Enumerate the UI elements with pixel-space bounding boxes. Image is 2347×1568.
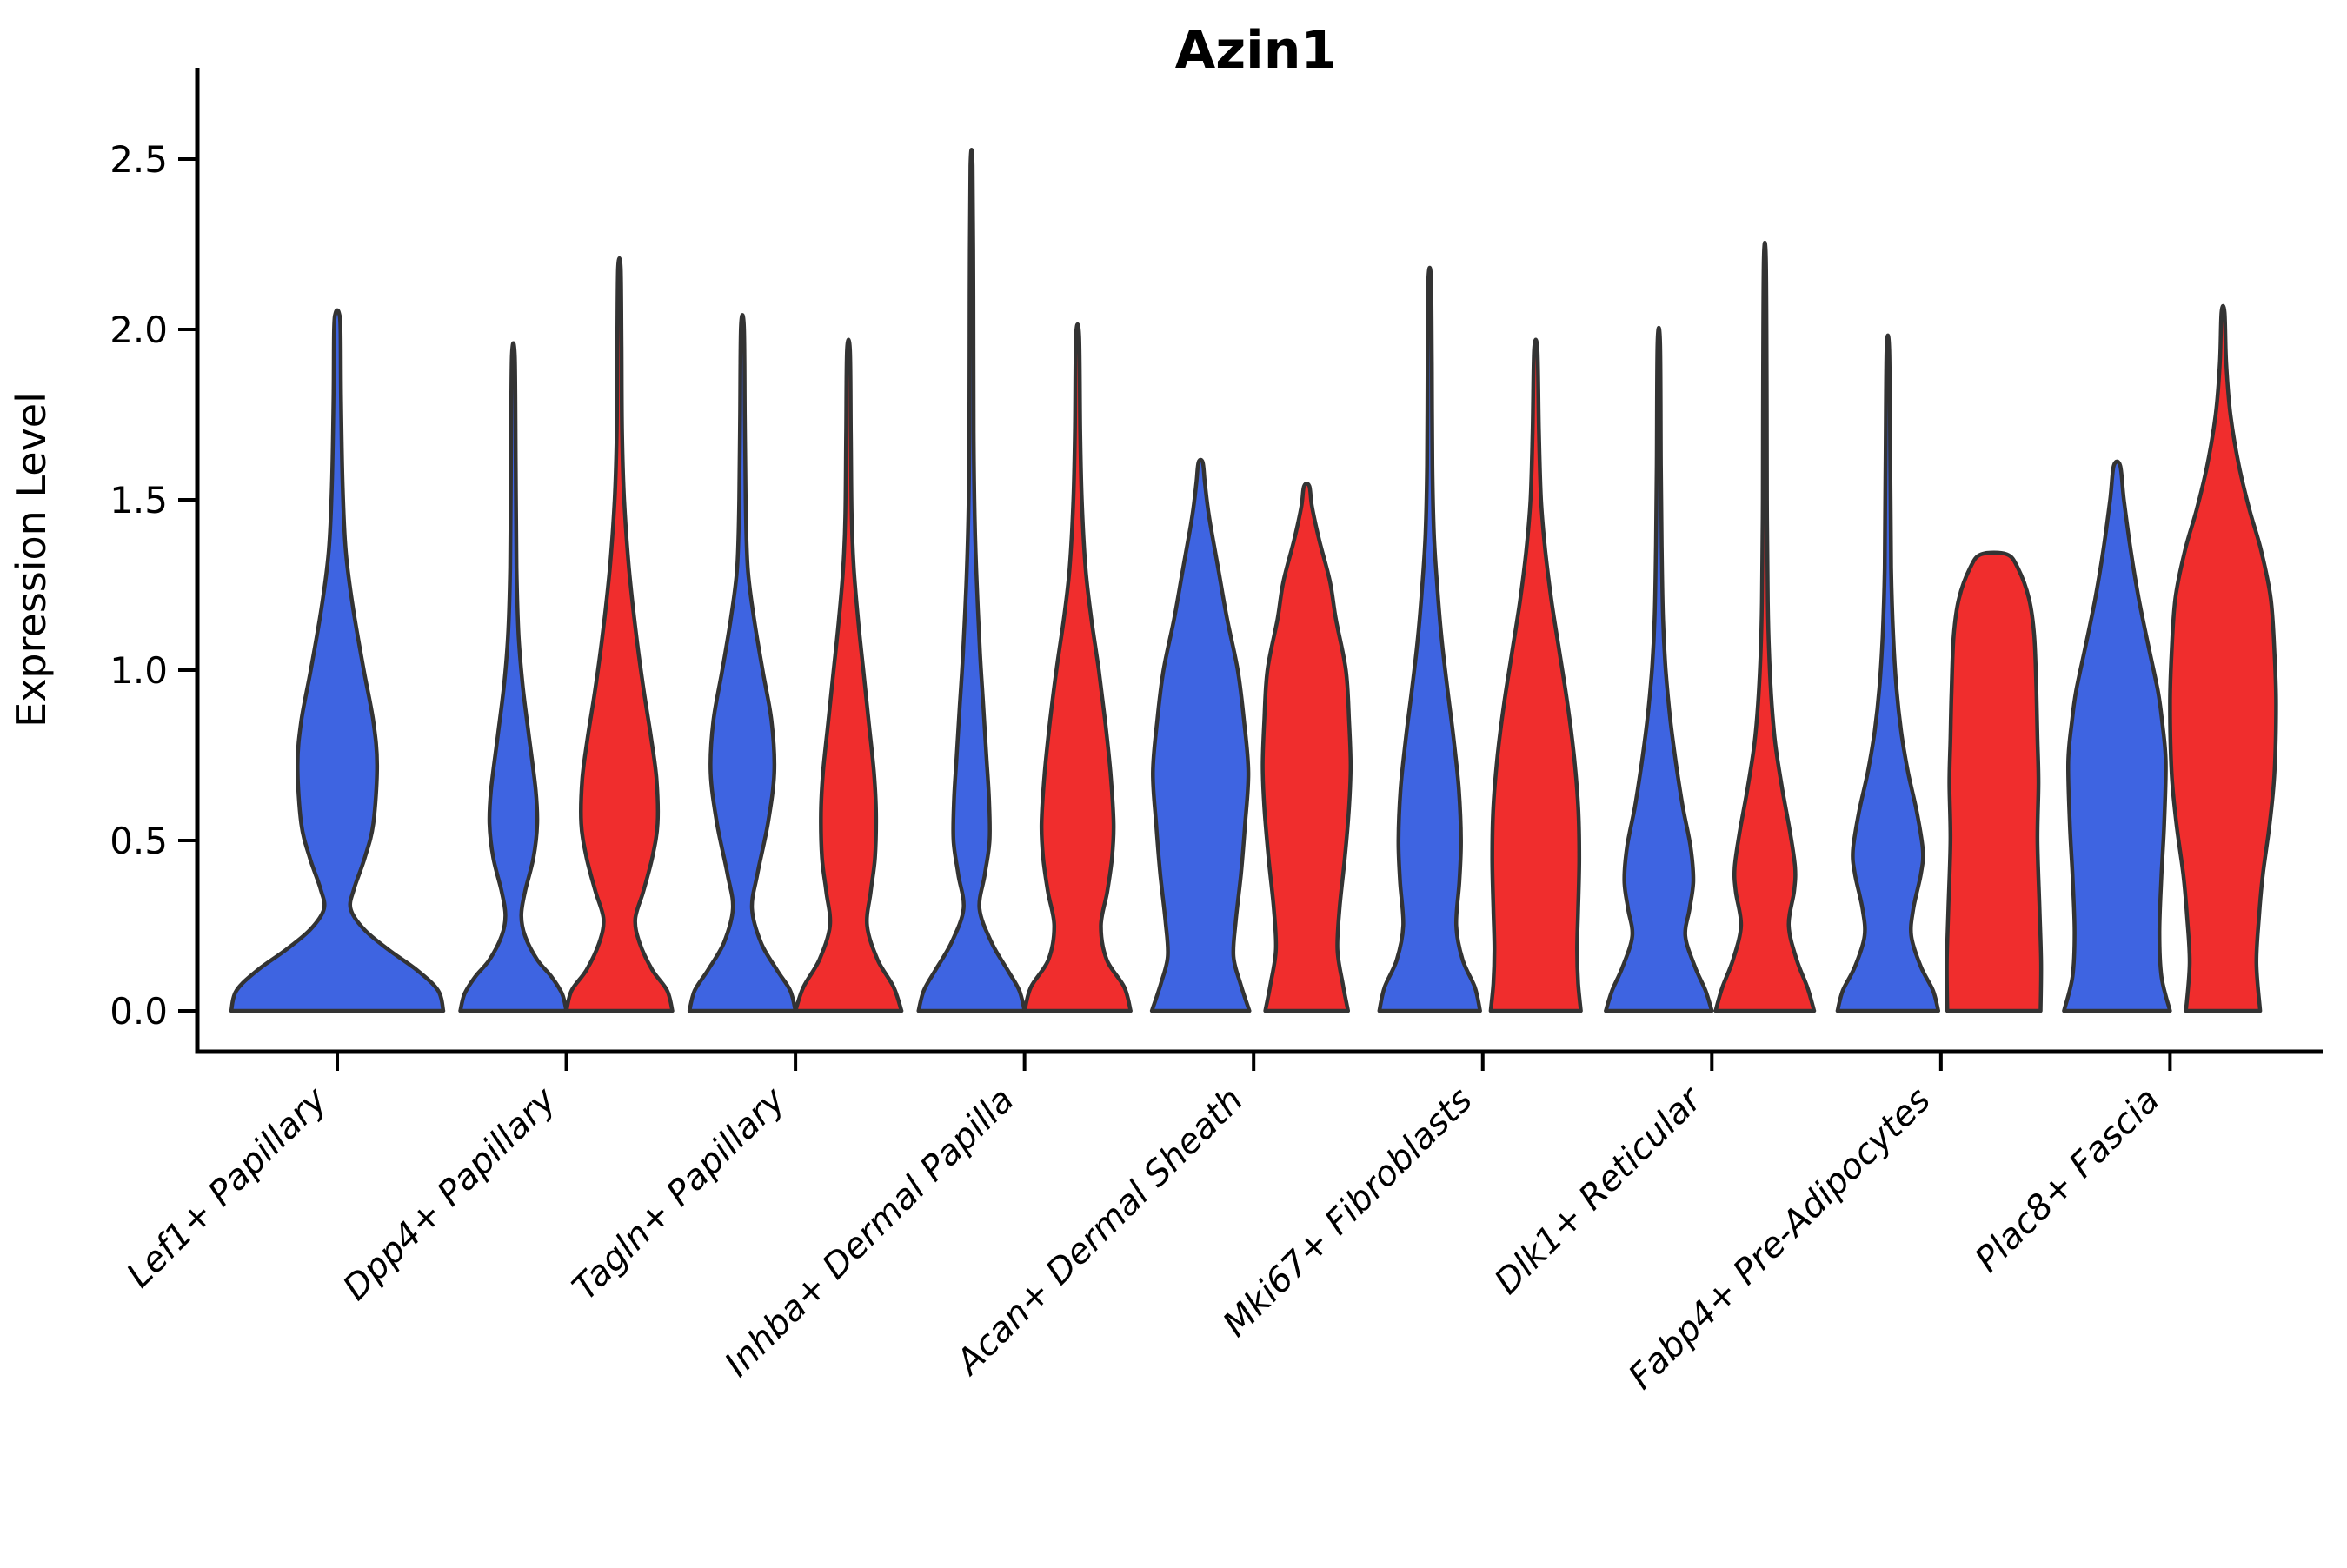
x-tick-label-dpp4-papillary: Dpp4+ Papillary: [336, 1080, 564, 1308]
y-axis-label: Expression Level: [8, 392, 55, 728]
violin-dlk1-reticular-blue: [1604, 325, 1714, 1013]
y-tick-label-2.0: 2.0: [110, 309, 168, 351]
y-tick-label-0.5: 0.5: [110, 820, 168, 862]
x-tick-label-plac8-fascia: Plac8+ Fascia: [1967, 1080, 2167, 1280]
violin-fabp4-pre-adipocytes-red: [1945, 550, 2044, 1013]
violin-mki67-fibroblasts-red: [1488, 337, 1583, 1013]
violin-acan-dermal-sheath-red: [1260, 482, 1353, 1013]
violin-tagln-papillary-blue: [687, 313, 798, 1013]
violin-plac8-fascia-red: [2168, 303, 2278, 1013]
x-tick-label-tagln-papillary: Tagln+ Papillary: [565, 1080, 794, 1308]
violin-inhba-dermal-papilla-red: [1022, 322, 1133, 1013]
violin-dlk1-reticular-red: [1713, 240, 1817, 1013]
axes-layer: [195, 68, 2323, 1054]
y-tick-label-1.0: 1.0: [110, 649, 168, 692]
violin-dpp4-papillary-red: [564, 256, 675, 1013]
violin-lef1-papillary-blue: [229, 308, 446, 1013]
violins-layer: [229, 147, 2278, 1013]
violin-mki67-fibroblasts-blue: [1377, 265, 1482, 1013]
chart-title: Azin1: [1175, 20, 1337, 81]
y-tick-label-0.0: 0.0: [110, 990, 168, 1033]
violin-acan-dermal-sheath-blue: [1149, 457, 1252, 1013]
violin-plac8-fascia-blue: [2062, 459, 2172, 1013]
x-tick-label-mki67-fibroblasts: Mki67+ Fibroblasts: [1215, 1080, 1480, 1345]
violin-inhba-dermal-papilla-blue: [916, 147, 1027, 1013]
labels-layer: 0.0 0.5 1.0 1.5 2.0 2.5 Lef1+ Papillary Dpp4+ P…: [110, 138, 2167, 1397]
ticks-layer: [178, 157, 2172, 1071]
x-tick-label-lef1-papillary: Lef1+ Papillary: [119, 1080, 336, 1296]
x-tick-label-dlk1-reticular: Dlk1+ Reticular: [1487, 1079, 1711, 1302]
y-tick-label-2.5: 2.5: [110, 138, 168, 181]
violin-dpp4-papillary-blue: [458, 341, 568, 1013]
y-tick-label-1.5: 1.5: [110, 479, 168, 522]
violin-fabp4-pre-adipocytes-blue: [1835, 333, 1941, 1013]
violin-tagln-papillary-red: [793, 337, 904, 1013]
